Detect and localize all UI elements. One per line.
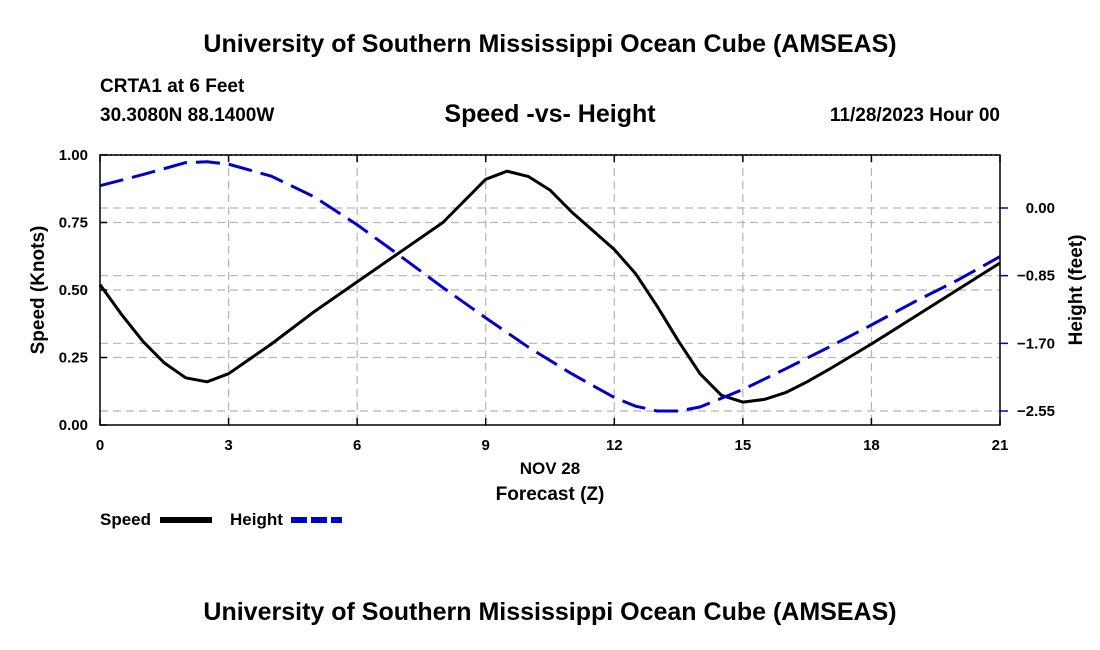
axes: 0 3 6 9 12 15 18 21 0.00 0.25 0.50 0.75 1.00 0.00 −0.8… [28,147,1087,505]
y-right-tick-label: −0.85 [1017,268,1055,285]
x-tick-label: 0 [96,437,104,454]
x-tick-label: 12 [606,437,623,454]
grid [100,154,1000,425]
legend-label-height: Height [230,510,283,529]
station-label: CRTA1 at 6 Feet [100,76,245,97]
y-left-tick-label: 0.75 [59,215,88,232]
y-right-axis-label: Height (feet) [1066,235,1087,346]
x-axis-label: Forecast (Z) [496,484,605,505]
series-line-height [99,160,1001,413]
y-right-tick-label: −2.55 [1017,403,1055,420]
y-left-tick-label: 1.00 [59,147,88,164]
y-left-tick-label: 0.50 [59,282,88,299]
x-tick-label: 18 [863,437,880,454]
y-left-tick-label: 0.00 [59,417,88,434]
legend-label-speed: Speed [100,510,151,529]
x-tick-label: 15 [735,437,752,454]
page-title: University of Southern Mississippi Ocean… [203,30,897,58]
x-tick-label: 3 [224,437,232,454]
y-right-tick-label: 0.00 [1026,200,1055,217]
chart-title: Speed -vs- Height [444,100,656,128]
y-left-tick-label: 0.25 [59,350,88,367]
x-tick-label: 9 [482,437,490,454]
x-tick-label: 6 [353,437,361,454]
series-layer [98,160,1001,413]
coordinates-label: 30.3080N 88.1400W [100,105,275,126]
x-tick-label: 21 [992,437,1009,454]
legend: Speed Height [100,510,342,529]
datetime-label: 11/28/2023 Hour 00 [829,105,1000,126]
x-axis-date-label: NOV 28 [520,459,580,478]
y-right-tick-label: −1.70 [1017,335,1055,352]
footer-title: University of Southern Mississippi Ocean… [203,598,897,626]
series-line-speed [98,169,1001,404]
y-left-axis-label: Speed (Knots) [28,226,49,355]
